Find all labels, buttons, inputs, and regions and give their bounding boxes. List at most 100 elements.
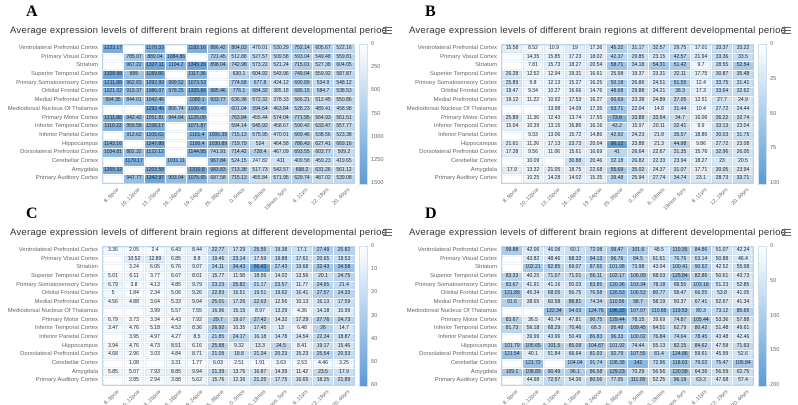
heatmap-cell[interactable]: 10.25: [523, 175, 543, 183]
heatmap-cell[interactable]: 752.14: [292, 45, 312, 53]
heatmap-cell[interactable]: 96.33: [607, 333, 627, 342]
heatmap-cell[interactable]: 5.06: [166, 290, 186, 299]
heatmap-cell[interactable]: [208, 71, 228, 79]
heatmap-cell[interactable]: 574.04: [271, 114, 291, 123]
heatmap-cell[interactable]: 77.05: [607, 377, 627, 385]
heatmap-cell[interactable]: 40.25: [523, 273, 543, 281]
heatmap-cell[interactable]: 62.75: [733, 368, 753, 377]
heatmap-cell[interactable]: 91.6: [502, 299, 522, 307]
heatmap-cell[interactable]: 20.11: [649, 123, 669, 131]
heatmap-cell[interactable]: 32.96: [712, 149, 732, 157]
heatmap-cell[interactable]: 52.25: [649, 377, 669, 385]
heatmap-cell[interactable]: 636.98: [229, 97, 249, 105]
heatmap-cell[interactable]: 73.12: [712, 307, 732, 316]
heatmap-cell[interactable]: 693.55: [292, 149, 312, 157]
heatmap-cell[interactable]: 27.7: [712, 97, 732, 105]
heatmap-cell[interactable]: 548.12: [334, 79, 354, 88]
heatmap-cell[interactable]: 21.39: [208, 368, 228, 377]
heatmap-cell[interactable]: [166, 97, 186, 105]
heatmap-cell[interactable]: 17.75: [691, 71, 711, 79]
heatmap-cell[interactable]: 31.07: [670, 166, 690, 175]
heatmap-cell[interactable]: [187, 53, 207, 62]
heatmap-cell[interactable]: 687.58: [208, 175, 228, 183]
heatmap-cell[interactable]: 22.33: [649, 157, 669, 166]
heatmap-cell[interactable]: 47.81: [565, 316, 585, 325]
heatmap-cell[interactable]: 31.41: [733, 79, 753, 88]
heatmap-cell[interactable]: 31.35: [670, 149, 690, 157]
heatmap-cell[interactable]: 14.18: [313, 307, 333, 316]
heatmap-cell[interactable]: 944.84: [166, 114, 186, 123]
heatmap-cell[interactable]: 17.3: [691, 88, 711, 97]
heatmap-cell[interactable]: [208, 79, 228, 88]
hamburger-icon[interactable]: [782, 27, 791, 35]
heatmap-cell[interactable]: 23.04: [733, 123, 753, 131]
heatmap-cell[interactable]: 470.01: [250, 45, 270, 53]
heatmap-cell[interactable]: 83.33: [502, 273, 522, 281]
heatmap-cell[interactable]: 1031.11: [166, 157, 186, 166]
heatmap-cell[interactable]: 549.48: [313, 53, 333, 62]
heatmap-cell[interactable]: 21.8: [649, 131, 669, 140]
heatmap-cell[interactable]: 3.63: [271, 359, 291, 368]
heatmap-cell[interactable]: 378.33: [271, 97, 291, 105]
heatmap-cell[interactable]: [103, 264, 123, 273]
heatmap-cell[interactable]: 81.03: [586, 351, 606, 359]
heatmap-cell[interactable]: 721.45: [208, 53, 228, 62]
heatmap-cell[interactable]: 21.89: [334, 377, 354, 385]
heatmap-cell[interactable]: 64.36: [691, 368, 711, 377]
heatmap-cell[interactable]: 470.01: [271, 131, 291, 140]
heatmap-cell[interactable]: 719.79: [229, 140, 249, 149]
heatmap-cell[interactable]: 55.69: [607, 166, 627, 175]
heatmap-cell[interactable]: 1006.39: [208, 131, 228, 140]
heatmap-cell[interactable]: 677.8: [250, 79, 270, 88]
heatmap-cell[interactable]: 109.45: [628, 325, 648, 333]
heatmap-cell[interactable]: [103, 255, 123, 264]
heatmap-cell[interactable]: 32.74: [733, 114, 753, 123]
heatmap-cell[interactable]: 25.01: [208, 299, 228, 307]
heatmap-cell[interactable]: 50.03: [565, 281, 585, 290]
heatmap-cell[interactable]: 1327.11: [145, 62, 165, 71]
heatmap-cell[interactable]: 38.3: [670, 88, 690, 97]
heatmap-cell[interactable]: 419.65: [334, 157, 354, 166]
heatmap-cell[interactable]: 76.58: [586, 290, 606, 299]
heatmap-cell[interactable]: 1158.17: [145, 123, 165, 131]
heatmap-cell[interactable]: 8.44: [187, 247, 207, 255]
heatmap-cell[interactable]: 601.04: [229, 105, 249, 114]
heatmap-cell[interactable]: 12.13: [544, 79, 564, 88]
heatmap-cell[interactable]: 10.52: [124, 255, 144, 264]
heatmap-cell[interactable]: 98.7: [628, 299, 648, 307]
heatmap-cell[interactable]: 1030.89: [208, 140, 228, 149]
heatmap-cell[interactable]: 63.3: [691, 377, 711, 385]
heatmap-cell[interactable]: 19.88: [271, 255, 291, 264]
heatmap-cell[interactable]: 538.53: [334, 88, 354, 97]
heatmap-cell[interactable]: 124.86: [670, 351, 690, 359]
heatmap-cell[interactable]: 66.64: [565, 351, 585, 359]
heatmap-cell[interactable]: 774.58: [229, 79, 249, 88]
heatmap-cell[interactable]: 22.63: [250, 299, 270, 307]
heatmap-cell[interactable]: 594.54: [250, 105, 270, 114]
heatmap-cell[interactable]: 29.7: [208, 316, 228, 325]
heatmap-cell[interactable]: 125.84: [670, 273, 690, 281]
heatmap-cell[interactable]: 1.77: [187, 359, 207, 368]
heatmap-cell[interactable]: 487.02: [313, 175, 333, 183]
heatmap-cell[interactable]: 20.46: [586, 157, 606, 166]
heatmap-cell[interactable]: 33.75: [712, 79, 732, 88]
heatmap-cell[interactable]: 43.82: [523, 255, 543, 264]
heatmap-cell[interactable]: 84.62: [691, 342, 711, 351]
heatmap-cell[interactable]: 24.5: [271, 342, 291, 351]
heatmap-cell[interactable]: 84.86: [691, 247, 711, 255]
heatmap-cell[interactable]: 4.76: [124, 342, 144, 351]
heatmap-cell[interactable]: 69.07: [565, 264, 585, 273]
heatmap-cell[interactable]: 42.57: [670, 53, 690, 62]
heatmap-cell[interactable]: 43.48: [712, 333, 732, 342]
heatmap-cell[interactable]: 21.34: [250, 351, 270, 359]
heatmap-cell[interactable]: 959.58: [124, 123, 144, 131]
heatmap-cell[interactable]: 23.15: [649, 53, 669, 62]
heatmap-cell[interactable]: 36.22: [712, 114, 732, 123]
heatmap-cell[interactable]: 15.58: [502, 45, 522, 53]
heatmap-cell[interactable]: 3.34: [145, 316, 165, 325]
heatmap-cell[interactable]: 467.09: [271, 149, 291, 157]
heatmap-cell[interactable]: 80.77: [649, 290, 669, 299]
heatmap-cell[interactable]: 17.29: [292, 316, 312, 325]
heatmap-cell[interactable]: 527.38: [313, 62, 333, 71]
heatmap-cell[interactable]: 3.99: [145, 307, 165, 316]
